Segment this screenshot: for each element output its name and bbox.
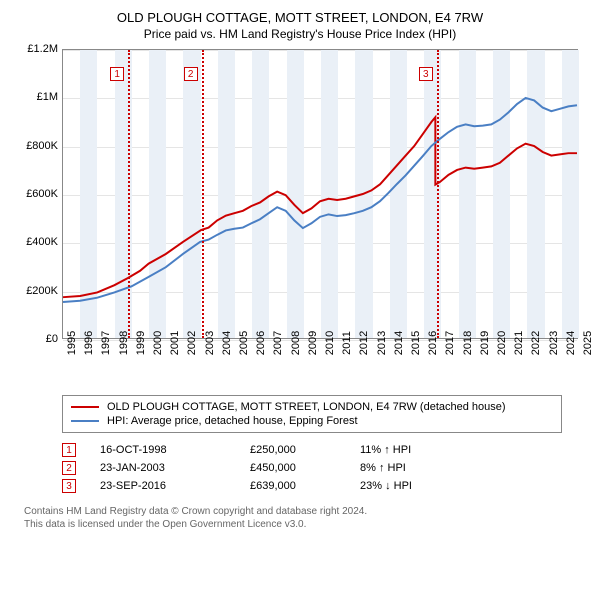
sale-row: 1 16-OCT-1998£250,00011% ↑ HPI xyxy=(62,441,588,459)
x-tick-label: 1999 xyxy=(135,331,147,355)
x-tick-label: 1996 xyxy=(83,331,95,355)
x-tick-label: 2024 xyxy=(565,331,577,355)
x-tick-label: 2023 xyxy=(548,331,560,355)
x-tick-label: 2008 xyxy=(290,331,302,355)
x-tick-label: 1998 xyxy=(118,331,130,355)
x-tick-label: 2013 xyxy=(376,331,388,355)
sale-marker: 3 xyxy=(419,67,433,81)
x-tick-label: 2015 xyxy=(410,331,422,355)
y-tick-label: £600K xyxy=(14,188,58,200)
y-tick-label: £200K xyxy=(14,285,58,297)
x-tick-label: 2005 xyxy=(238,331,250,355)
sales-table: 1 16-OCT-1998£250,00011% ↑ HPI 2 23-JAN-200… xyxy=(62,441,588,495)
x-tick-label: 1997 xyxy=(100,331,112,355)
footer-text: Contains HM Land Registry data © Crown c… xyxy=(24,505,588,531)
sale-vline xyxy=(202,50,204,338)
plot-wrap: 123 £0£200K£400K£600K£800K£1M£1.2M199519… xyxy=(12,49,588,389)
legend-label: OLD PLOUGH COTTAGE, MOTT STREET, LONDON,… xyxy=(107,401,506,413)
x-tick-label: 2011 xyxy=(341,331,353,355)
chart-subtitle: Price paid vs. HM Land Registry's House … xyxy=(12,27,588,41)
legend-swatch xyxy=(71,420,99,422)
sale-row-marker: 3 xyxy=(62,479,76,493)
x-tick-label: 2000 xyxy=(152,331,164,355)
legend-row: HPI: Average price, detached house, Eppi… xyxy=(71,414,553,428)
x-tick-label: 2012 xyxy=(358,331,370,355)
sale-row-price: £450,000 xyxy=(250,462,360,474)
x-tick-label: 2009 xyxy=(307,331,319,355)
x-tick-label: 2018 xyxy=(462,331,474,355)
sale-row-date: 23-JAN-2003 xyxy=(100,462,250,474)
x-tick-label: 2003 xyxy=(204,331,216,355)
legend-swatch xyxy=(71,406,99,408)
sale-row-date: 23-SEP-2016 xyxy=(100,480,250,492)
x-tick-label: 2004 xyxy=(221,331,233,355)
x-tick-label: 2001 xyxy=(169,331,181,355)
x-tick-label: 2016 xyxy=(427,331,439,355)
y-tick-label: £400K xyxy=(14,236,58,248)
x-tick-label: 2006 xyxy=(255,331,267,355)
sale-row-delta: 23% ↓ HPI xyxy=(360,480,480,492)
x-tick-label: 2021 xyxy=(513,331,525,355)
sale-row-marker: 1 xyxy=(62,443,76,457)
footer-line-2: This data is licensed under the Open Gov… xyxy=(24,518,588,531)
plot-area: 1 2 3 xyxy=(62,49,578,339)
footer-line-1: Contains HM Land Registry data © Crown c… xyxy=(24,505,588,518)
sale-row: 3 23-SEP-2016£639,00023% ↓ HPI xyxy=(62,477,588,495)
sale-row-marker: 2 xyxy=(62,461,76,475)
sale-row-price: £639,000 xyxy=(250,480,360,492)
legend-row: OLD PLOUGH COTTAGE, MOTT STREET, LONDON,… xyxy=(71,400,553,414)
y-tick-label: £1.2M xyxy=(14,43,58,55)
sale-row-delta: 8% ↑ HPI xyxy=(360,462,480,474)
x-tick-label: 1995 xyxy=(66,331,78,355)
sale-row-delta: 11% ↑ HPI xyxy=(360,444,480,456)
sale-row-date: 16-OCT-1998 xyxy=(100,444,250,456)
legend-label: HPI: Average price, detached house, Eppi… xyxy=(107,415,358,427)
x-tick-label: 2017 xyxy=(444,331,456,355)
y-tick-label: £1M xyxy=(14,91,58,103)
y-tick-label: £0 xyxy=(14,333,58,345)
series-line-red xyxy=(63,117,577,297)
sale-row-price: £250,000 xyxy=(250,444,360,456)
sale-row: 2 23-JAN-2003£450,0008% ↑ HPI xyxy=(62,459,588,477)
y-tick-label: £800K xyxy=(14,140,58,152)
x-tick-label: 2019 xyxy=(479,331,491,355)
sale-vline xyxy=(437,50,439,338)
x-tick-label: 2020 xyxy=(496,331,508,355)
x-tick-label: 2022 xyxy=(530,331,542,355)
x-tick-label: 2025 xyxy=(582,331,594,355)
chart-title: OLD PLOUGH COTTAGE, MOTT STREET, LONDON,… xyxy=(12,10,588,25)
x-tick-label: 2010 xyxy=(324,331,336,355)
legend-box: OLD PLOUGH COTTAGE, MOTT STREET, LONDON,… xyxy=(62,395,562,433)
series-svg xyxy=(63,50,577,338)
x-tick-label: 2002 xyxy=(186,331,198,355)
chart-container: OLD PLOUGH COTTAGE, MOTT STREET, LONDON,… xyxy=(0,0,600,539)
sale-vline xyxy=(128,50,130,338)
x-tick-label: 2014 xyxy=(393,331,405,355)
x-tick-label: 2007 xyxy=(272,331,284,355)
sale-marker: 2 xyxy=(184,67,198,81)
sale-marker: 1 xyxy=(110,67,124,81)
